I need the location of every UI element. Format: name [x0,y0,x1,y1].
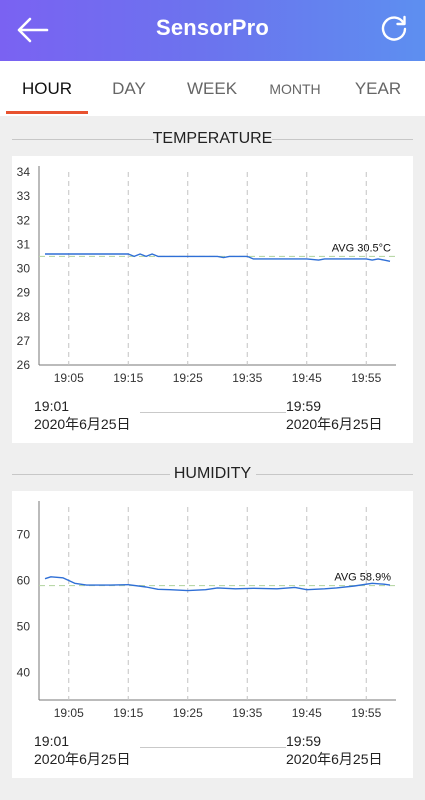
x-tick-label: 19:25 [173,371,203,385]
temperature-start-time: 19:01 [34,398,70,414]
tab-year[interactable]: YEAR [354,78,402,98]
humidity-chart: 19:05 19:15 19:25 19:35 19:45 19:55 40 50 60 70 AV… [17,501,396,720]
humidity-start-date: 2020年6月25日 [34,751,131,767]
humidity-section-header: HUMIDITY [0,463,425,487]
y-tick-label: 50 [17,619,31,633]
x-tick-label: 19:45 [292,706,322,720]
y-tick-label: 30 [17,262,31,276]
humidity-end-time: 19:59 [286,733,322,749]
temperature-chart: 19:05 19:15 19:25 19:35 19:45 19:55 26 27 28 29 30… [17,165,396,385]
y-tick-label: 32 [17,213,31,227]
humidity-end-date: 2020年6月25日 [286,751,383,767]
period-tabs: HOUR DAY WEEK MONTH YEAR [0,61,425,116]
divider [272,139,413,140]
y-tick-label: 70 [17,528,31,542]
y-tick-label: 29 [17,286,31,300]
x-tick-label: 19:15 [113,371,143,385]
y-tick-label: 28 [17,310,31,324]
x-tick-label: 19:25 [173,706,203,720]
temperature-section-header: TEMPERATURE [0,128,425,152]
arrow-left-icon[interactable] [14,14,50,46]
tab-indicator [6,111,88,114]
x-tick-label: 19:35 [232,371,262,385]
tab-month[interactable]: MONTH [269,80,321,97]
x-tick-label: 19:05 [54,706,84,720]
range-divider [140,747,286,748]
tab-week[interactable]: WEEK [186,78,238,98]
series-line [44,576,391,592]
y-tick-label: 34 [17,165,31,179]
x-tick-label: 19:55 [351,706,381,720]
app-header: SensorPro [0,0,425,61]
series-line [45,253,391,262]
humidity-title: HUMIDITY [173,465,252,482]
tab-hour[interactable]: HOUR [21,78,73,98]
y-tick-label: 31 [17,237,31,251]
x-tick-label: 19:55 [351,371,381,385]
tab-day[interactable]: DAY [112,78,146,98]
avg-label: AVG 30.5°C [332,242,391,254]
humidity-card: 19:05 19:15 19:25 19:35 19:45 19:55 40 50 60 70 AV… [12,491,413,778]
x-tick-label: 19:05 [54,371,84,385]
temperature-title: TEMPERATURE [152,130,273,147]
y-tick-label: 60 [17,574,31,588]
refresh-icon[interactable] [379,14,409,44]
y-tick-label: 27 [17,334,31,348]
app-title: SensorPro [155,15,270,40]
divider [12,474,170,475]
temperature-end-time: 19:59 [286,398,322,414]
divider [12,139,154,140]
humidity-start-time: 19:01 [34,733,70,749]
temperature-card: 19:05 19:15 19:25 19:35 19:45 19:55 26 27 28 29 30… [12,156,413,443]
range-divider [140,412,286,413]
temperature-start-date: 2020年6月25日 [34,416,131,432]
x-tick-label: 19:45 [292,371,322,385]
temperature-end-date: 2020年6月25日 [286,416,383,432]
y-tick-label: 40 [17,665,31,679]
x-tick-label: 19:15 [113,706,143,720]
y-tick-label: 26 [17,358,31,372]
y-tick-label: 33 [17,189,31,203]
divider [256,474,413,475]
avg-label: AVG 58.9% [334,572,391,584]
x-tick-label: 19:35 [232,706,262,720]
